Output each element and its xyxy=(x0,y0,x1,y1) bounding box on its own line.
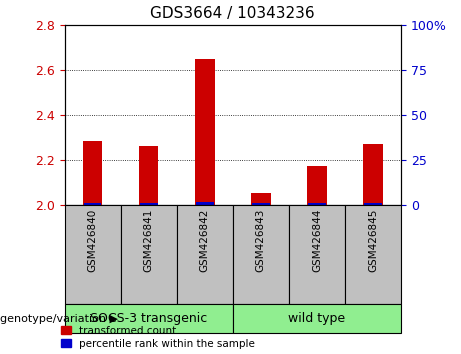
Bar xyxy=(308,203,326,205)
Text: GSM426845: GSM426845 xyxy=(368,208,378,272)
Bar xyxy=(251,193,271,205)
Text: SOCS-3 transgenic: SOCS-3 transgenic xyxy=(90,312,207,325)
Text: wild type: wild type xyxy=(289,312,345,325)
Legend: transformed count, percentile rank within the sample: transformed count, percentile rank withi… xyxy=(60,326,255,349)
Bar xyxy=(252,203,270,205)
Bar xyxy=(364,202,382,205)
Bar xyxy=(195,59,214,205)
Text: GSM426843: GSM426843 xyxy=(256,208,266,272)
Text: GSM426840: GSM426840 xyxy=(88,208,98,272)
Text: genotype/variation ▶: genotype/variation ▶ xyxy=(0,314,118,324)
Bar xyxy=(84,202,101,205)
Bar xyxy=(196,202,213,205)
Text: GSM426842: GSM426842 xyxy=(200,208,210,272)
Bar xyxy=(139,145,159,205)
Bar xyxy=(83,141,102,205)
Title: GDS3664 / 10343236: GDS3664 / 10343236 xyxy=(150,6,315,21)
Text: GSM426841: GSM426841 xyxy=(144,208,154,272)
Text: GSM426844: GSM426844 xyxy=(312,208,322,272)
Bar xyxy=(307,166,327,205)
Bar xyxy=(363,144,383,205)
Bar xyxy=(140,202,158,205)
